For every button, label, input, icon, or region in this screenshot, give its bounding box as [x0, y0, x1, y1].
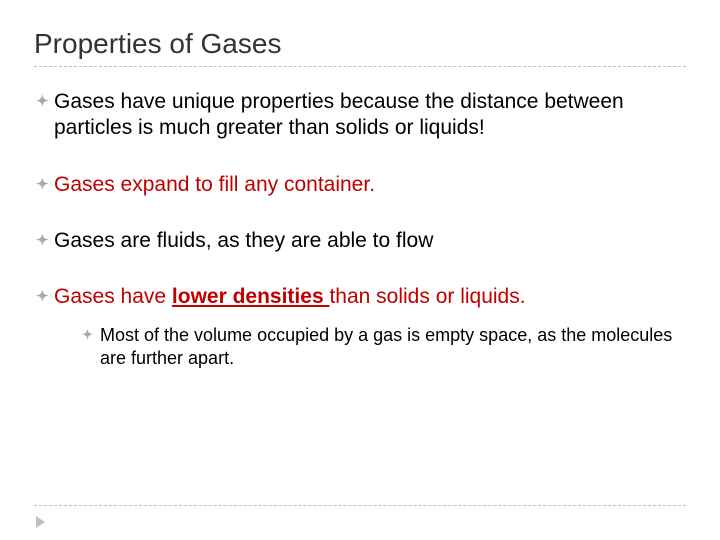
list-item: ✦ Gases expand to fill any container. — [36, 172, 686, 198]
bullet-marker-icon: ✦ — [36, 284, 54, 310]
bullet-text: Gases expand to fill any container. — [54, 172, 686, 198]
bullet-suffix: than solids or liquids. — [329, 285, 525, 308]
slide: Properties of Gases ✦ Gases have unique … — [0, 0, 720, 540]
list-item: ✦ Gases have lower densities than solids… — [36, 284, 686, 310]
bullet-marker-icon: ✦ — [36, 228, 54, 254]
bullet-list: ✦ Gases have unique properties because t… — [34, 89, 686, 310]
sub-bullet-list: ✦ Most of the volume occupied by a gas i… — [34, 324, 686, 369]
bullet-emph: lower densities — [172, 285, 330, 308]
sub-bullet-text: Most of the volume occupied by a gas is … — [100, 324, 686, 369]
slide-title: Properties of Gases — [34, 28, 686, 60]
bullet-text: Gases are fluids, as they are able to fl… — [54, 228, 686, 254]
bullet-prefix: Gases have — [54, 285, 172, 308]
bullet-marker-icon: ✦ — [36, 89, 54, 115]
bullet-text: Gases have lower densities than solids o… — [54, 284, 686, 310]
arrow-right-icon — [36, 516, 45, 528]
bullet-marker-icon: ✦ — [82, 324, 100, 346]
list-item: ✦ Gases have unique properties because t… — [36, 89, 686, 142]
bullet-text: Gases have unique properties because the… — [54, 89, 686, 142]
title-divider — [34, 66, 686, 67]
bullet-marker-icon: ✦ — [36, 172, 54, 198]
list-item: ✦ Gases are fluids, as they are able to … — [36, 228, 686, 254]
footer-divider — [34, 505, 686, 506]
sub-list-item: ✦ Most of the volume occupied by a gas i… — [82, 324, 686, 369]
